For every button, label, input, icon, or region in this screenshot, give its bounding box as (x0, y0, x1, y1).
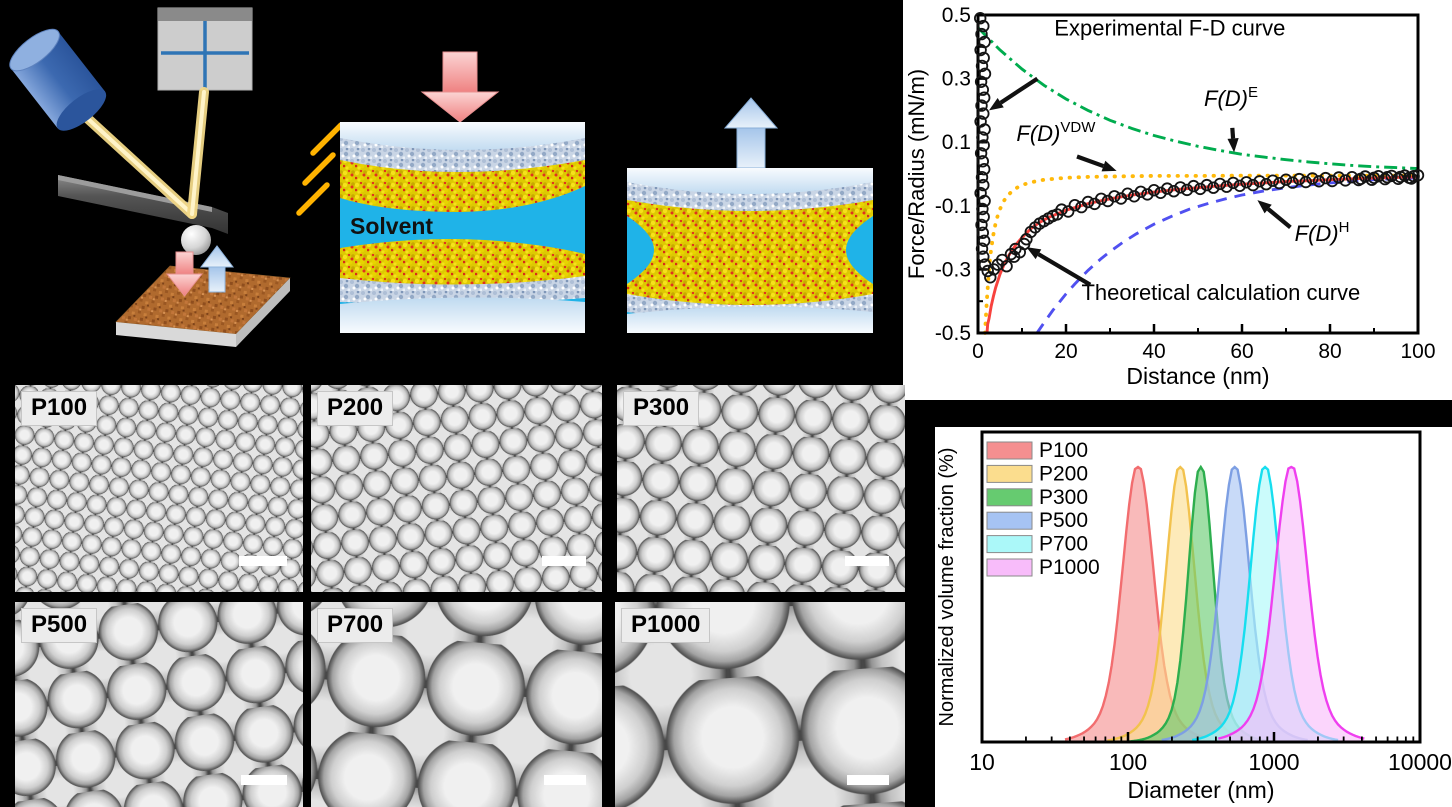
sem-panel-p200: P200 (311, 385, 602, 592)
top-hydration-layer (627, 182, 873, 215)
svg-text:P500: P500 (1039, 509, 1088, 532)
svg-text:P300: P300 (1039, 486, 1088, 509)
svg-text:P700: P700 (1039, 533, 1088, 556)
sem-label-chip: P200 (317, 391, 394, 426)
svg-text:10: 10 (969, 749, 995, 775)
retract-schematic (615, 88, 895, 343)
sem-panel-p1000: P1000 (615, 602, 905, 807)
bottom-hydration-layer (340, 276, 585, 305)
solvent-cell: Solvent (340, 122, 585, 333)
svg-text:0: 0 (972, 340, 984, 363)
approach-arrow-icon (165, 251, 204, 297)
sem-label-chip: P1000 (621, 608, 711, 643)
svg-text:P1000: P1000 (1039, 556, 1100, 579)
svg-text:Distance (nm): Distance (nm) (1126, 363, 1269, 389)
approach-schematic-svg: Solvent (296, 51, 585, 333)
left-solvent-notch (627, 216, 654, 284)
sem-label-chip: P700 (317, 608, 394, 643)
substrate-icon (115, 265, 291, 347)
approach-schematic: Solvent (295, 38, 595, 338)
svg-text:-0.3: -0.3 (935, 258, 971, 281)
hatch-lines-icon (296, 122, 344, 216)
svg-text:-0.5: -0.5 (935, 322, 971, 345)
scale-bar (847, 775, 889, 785)
cantilever-icon (58, 175, 228, 234)
scale-bar (239, 556, 287, 566)
afm-schematic-svg (9, 7, 291, 347)
top-hydration-layer (340, 138, 585, 178)
sem-label-chip: P300 (623, 391, 700, 426)
svg-text:F(D)H: F(D)H (1295, 219, 1350, 246)
retract-schematic-svg (627, 97, 873, 333)
scale-bar (241, 775, 287, 785)
sem-panel-p500: P500 (15, 602, 303, 807)
scale-bar (542, 556, 586, 566)
pull-arrow-icon (723, 97, 779, 169)
retract-arrow-icon (199, 245, 235, 293)
bottom-molecular-layer (340, 239, 585, 288)
sem-panel-p100: P100 (15, 385, 303, 592)
sem-panel-p700: P700 (311, 602, 602, 807)
fd-chart-panel: 0 20 40 60 80 100 0.5 0.3 0.1 -0.1 -0.3 -0.5 Distanc… (903, 0, 1452, 400)
svg-text:Experimental F-D curve: Experimental F-D curve (1054, 16, 1285, 41)
solvent-cell (627, 168, 873, 333)
svg-text:0.1: 0.1 (942, 131, 971, 154)
svg-text:100: 100 (1400, 340, 1435, 363)
svg-text:0.5: 0.5 (942, 4, 971, 27)
fd-chart: 0 20 40 60 80 100 0.5 0.3 0.1 -0.1 -0.3 -0.5 Distanc… (904, 4, 1436, 389)
sem-label-chip: P500 (21, 608, 98, 643)
dls-chart-panel: 10 100 1000 10000 P100 P200 P300 P500 P700 P1000 D… (935, 427, 1452, 807)
colloidal-probe-icon (181, 225, 211, 255)
bottom-surface (340, 297, 585, 333)
svg-text:Normalized volume fraction (%): Normalized volume fraction (%) (936, 448, 958, 727)
svg-text:P100: P100 (1039, 439, 1088, 462)
svg-text:60: 60 (1230, 340, 1253, 363)
svg-text:Theoretical calculation curve: Theoretical calculation curve (1081, 280, 1360, 305)
svg-text:1000: 1000 (1248, 749, 1299, 775)
top-molecular-layer (340, 160, 585, 212)
scale-bar (845, 556, 889, 566)
svg-text:20: 20 (1054, 340, 1077, 363)
scale-bar (544, 775, 586, 785)
svg-text:10000: 10000 (1388, 749, 1452, 775)
svg-text:Diameter (nm): Diameter (nm) (1128, 777, 1275, 803)
svg-text:0.3: 0.3 (942, 68, 971, 91)
top-surface (627, 168, 873, 195)
bridged-molecular-layer (627, 200, 873, 306)
compress-arrow-icon (420, 51, 500, 123)
top-surface (340, 122, 585, 152)
laser-source-icon (9, 28, 107, 131)
photodetector-icon (157, 7, 253, 91)
bottom-surface (627, 306, 873, 333)
svg-text:100: 100 (1109, 749, 1147, 775)
svg-text:40: 40 (1142, 340, 1165, 363)
solvent-label: Solvent (350, 213, 433, 239)
svg-text:F(D)VDW: F(D)VDW (1016, 119, 1096, 146)
sem-panel-p300: P300 (617, 385, 905, 592)
svg-text:Force/Radius (mN/m): Force/Radius (mN/m) (904, 69, 929, 279)
laser-beam-icon (69, 87, 209, 219)
sem-label-chip: P100 (21, 391, 98, 426)
svg-text:80: 80 (1318, 340, 1341, 363)
svg-text:F(D)E: F(D)E (1204, 84, 1258, 111)
afm-schematic (0, 0, 300, 370)
right-solvent-notch (846, 216, 873, 284)
svg-text:P200: P200 (1039, 462, 1088, 485)
svg-text:-0.1: -0.1 (935, 195, 971, 218)
